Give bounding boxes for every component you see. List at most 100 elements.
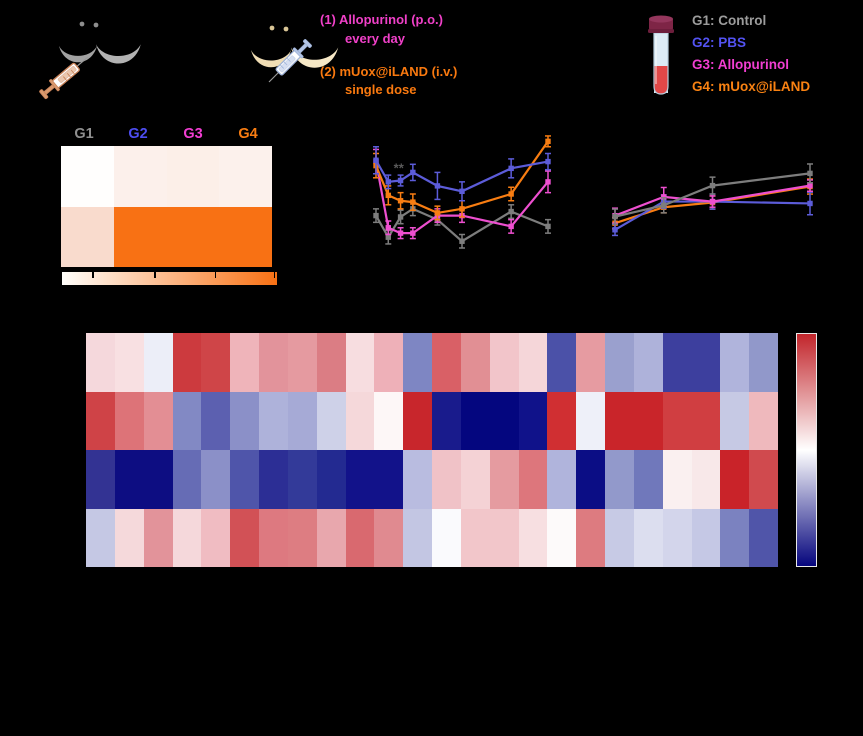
heatmap-cell	[316, 508, 346, 567]
heatmap-cell	[403, 450, 432, 509]
heatmap-cell	[143, 450, 173, 509]
heatmap-cell	[172, 391, 202, 450]
heatmap-cell	[166, 206, 220, 267]
heatmap-cell	[460, 450, 490, 509]
mouse-ear-dot	[79, 21, 85, 27]
series-line	[614, 184, 811, 217]
heatmap-cell	[61, 146, 114, 207]
series-g4-muox-iland	[373, 135, 551, 221]
heatmap-cell	[86, 508, 115, 567]
heatmap-cell	[172, 450, 202, 509]
data-point-marker	[508, 208, 514, 215]
heatmap-cell	[605, 391, 634, 450]
data-point-marker	[709, 198, 716, 205]
data-point-marker	[410, 169, 416, 176]
data-point-marker	[612, 227, 618, 233]
heatmap-cell	[605, 450, 634, 509]
panel-b-colorbar	[62, 272, 277, 285]
mouse-ear-dot	[269, 25, 275, 31]
heatmap-cell	[172, 508, 202, 567]
panel-b-heatmap	[61, 146, 272, 267]
panel-b-col-label-g2: G2	[128, 126, 148, 142]
heatmap-cell	[113, 206, 167, 267]
data-point-marker	[459, 188, 465, 194]
heatmap-cell	[61, 206, 114, 267]
data-point-marker	[459, 206, 465, 212]
panel-e-heatmap	[86, 333, 778, 567]
panel-d-line-chart	[612, 163, 813, 237]
series-g2-pbs	[373, 146, 551, 202]
data-point-marker	[385, 225, 391, 231]
heatmap-cell	[403, 333, 432, 392]
data-point-marker	[612, 213, 618, 220]
series-line	[614, 172, 811, 218]
data-point-marker	[545, 223, 551, 230]
heatmap-cell	[547, 450, 577, 509]
heatmap-cell	[345, 333, 375, 392]
heatmap-cell	[143, 333, 173, 392]
data-point-marker	[373, 157, 379, 163]
heatmap-cell	[691, 391, 721, 450]
heatmap-cell	[230, 333, 259, 392]
heatmap-cell	[662, 508, 692, 567]
heatmap-cell	[633, 508, 663, 567]
heatmap-cell	[576, 333, 605, 392]
treatment-2-schedule: single dose	[345, 82, 417, 97]
data-point-marker	[661, 194, 667, 200]
heatmap-cell	[259, 391, 288, 450]
data-point-marker	[508, 223, 514, 230]
heatmap-cell	[316, 333, 346, 392]
data-point-marker	[434, 183, 441, 189]
heatmap-cell	[489, 333, 519, 392]
heatmap-cell	[259, 508, 288, 567]
mouse-pair-gray	[59, 21, 141, 64]
legend-item-g2: G2: PBS	[692, 35, 747, 50]
heatmap-cell	[403, 508, 432, 567]
significance-annotation: **	[394, 160, 405, 175]
data-point-marker	[385, 234, 391, 240]
blood-tube-icon	[648, 15, 674, 95]
heatmap-cell	[547, 508, 577, 567]
treatment-1-label: (1) Allopurinol (p.o.)	[320, 12, 443, 27]
heatmap-cell	[547, 391, 577, 450]
heatmap-cell	[662, 391, 692, 450]
heatmap-cell	[749, 450, 778, 509]
heatmap-cell	[720, 450, 750, 509]
series-g1-control	[612, 163, 813, 225]
panel-c-line-chart: **	[373, 135, 551, 249]
heatmap-cell	[403, 391, 432, 450]
treatment-1-schedule: every day	[345, 31, 405, 46]
heatmap-cell	[345, 391, 375, 450]
heatmap-cell	[633, 450, 663, 509]
series-line	[614, 200, 811, 231]
heatmap-cell	[259, 333, 288, 392]
heatmap-cell	[316, 391, 346, 450]
heatmap-cell	[460, 333, 490, 392]
data-point-marker	[545, 138, 551, 145]
data-point-marker	[410, 199, 416, 205]
data-point-marker	[807, 200, 813, 207]
heatmap-cell	[605, 508, 634, 567]
heatmap-cell	[691, 450, 721, 509]
heatmap-cell	[662, 450, 692, 509]
heatmap-cell	[460, 508, 490, 567]
heatmap-cell	[749, 391, 778, 450]
colorbar-tick	[214, 272, 217, 278]
legend-item-g1: G1: Control	[692, 13, 767, 28]
heatmap-cell	[114, 333, 144, 392]
data-point-marker	[545, 179, 551, 185]
heatmap-cell	[489, 508, 519, 567]
data-point-marker	[508, 165, 514, 172]
data-point-marker	[397, 177, 404, 184]
heatmap-cell	[518, 391, 548, 450]
heatmap-cell	[432, 391, 461, 450]
heatmap-cell	[143, 391, 173, 450]
heatmap-cell	[633, 333, 663, 392]
heatmap-cell	[720, 333, 750, 392]
panel-b-col-label-g1: G1	[74, 126, 94, 142]
mouse-pair-beige	[251, 25, 339, 68]
heatmap-cell	[432, 450, 461, 509]
heatmap-cell	[691, 333, 721, 392]
heatmap-cell	[114, 450, 144, 509]
